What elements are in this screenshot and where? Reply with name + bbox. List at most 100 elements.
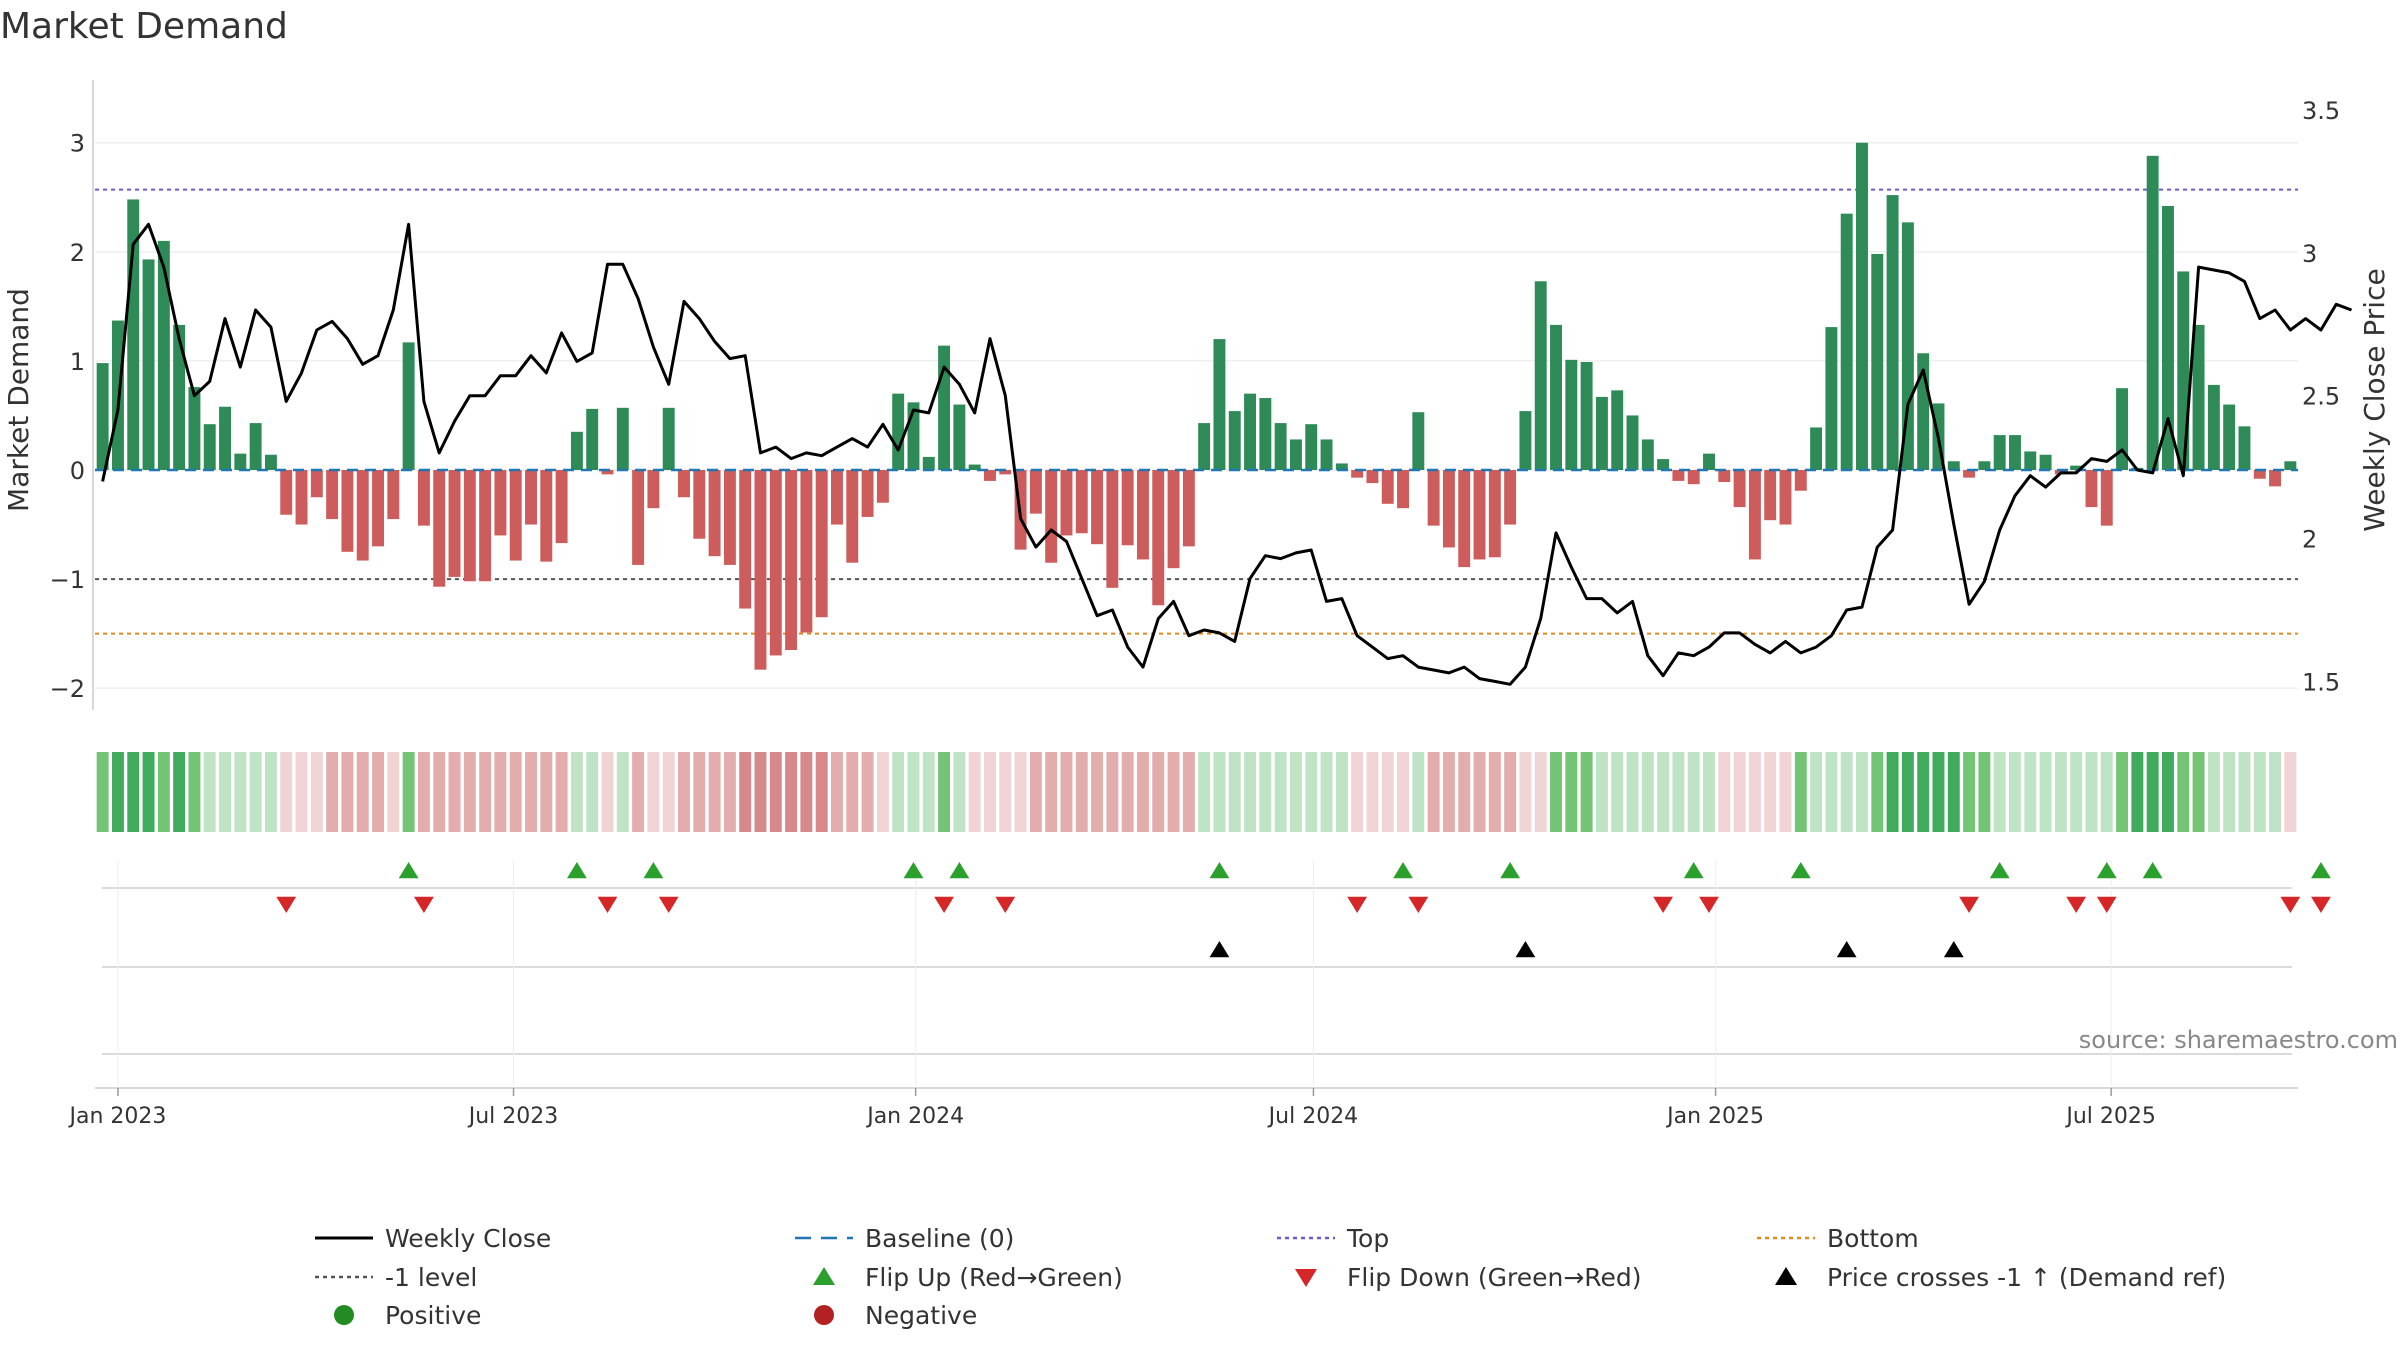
strip-cell bbox=[1060, 752, 1073, 832]
demand-bar-negative bbox=[417, 470, 430, 526]
x-tick-label: Jul 2025 bbox=[2064, 1104, 2156, 1129]
demand-bar-positive bbox=[2024, 451, 2037, 470]
strip-cell bbox=[861, 752, 874, 832]
demand-bar-positive bbox=[968, 464, 981, 470]
strip-cell bbox=[1121, 752, 1134, 832]
gridlines bbox=[95, 142, 2298, 689]
strip-cell bbox=[1305, 752, 1318, 832]
strip-cell bbox=[1687, 752, 1700, 832]
demand-bar-negative bbox=[1152, 470, 1165, 606]
strip-cell bbox=[494, 752, 507, 832]
flip-up-marker bbox=[1790, 862, 1811, 879]
right-tick-label: 2 bbox=[2302, 526, 2317, 554]
strip-cell bbox=[647, 752, 660, 832]
demand-bar-positive bbox=[2207, 384, 2220, 470]
strip-cell bbox=[1611, 752, 1624, 832]
legend-label: Baseline (0) bbox=[865, 1224, 1014, 1253]
strip-cell bbox=[1519, 752, 1532, 832]
source-label: source: sharemaestro.com bbox=[2079, 1026, 2398, 1054]
right-axis-label: Weekly Close Price bbox=[2358, 268, 2391, 531]
strip-cell bbox=[1901, 752, 1914, 832]
demand-bar-negative bbox=[1182, 470, 1195, 547]
strip-cell bbox=[1580, 752, 1593, 832]
legend-entry: Positive bbox=[334, 1301, 481, 1330]
strip-cell bbox=[1106, 752, 1119, 832]
demand-bar-negative bbox=[280, 470, 293, 515]
legend-swatch-circle bbox=[814, 1305, 834, 1325]
strip-cell bbox=[1748, 752, 1761, 832]
demand-bar-negative bbox=[800, 470, 813, 633]
demand-bar-negative bbox=[433, 470, 446, 587]
strip-cell bbox=[1412, 752, 1425, 832]
strip-cell bbox=[1947, 752, 1960, 832]
demand-bar-positive bbox=[2070, 465, 2083, 470]
demand-bar-positive bbox=[1871, 254, 1884, 470]
legend-swatch-triangle bbox=[1295, 1269, 1317, 1287]
strip-cell bbox=[417, 752, 430, 832]
demand-bar-negative bbox=[601, 470, 614, 475]
strip-cell bbox=[555, 752, 568, 832]
demand-bar-positive bbox=[1565, 359, 1578, 470]
strip-cell bbox=[1442, 752, 1455, 832]
demand-bar-positive bbox=[2146, 155, 2159, 470]
right-axis: 3.5 3 2.5 2 1.5 bbox=[2302, 97, 2340, 696]
demand-bar-positive bbox=[2177, 271, 2190, 470]
flip-down-marker bbox=[2096, 896, 2117, 913]
strip-cell bbox=[402, 752, 415, 832]
strip-cell bbox=[984, 752, 996, 832]
demand-heat-strip bbox=[96, 752, 2297, 832]
strip-cell bbox=[570, 752, 583, 832]
strip-cell bbox=[264, 752, 277, 832]
flip-up-marker bbox=[398, 862, 419, 879]
demand-bar-positive bbox=[1198, 423, 1211, 470]
strip-cell bbox=[586, 752, 599, 832]
left-tick-label: −2 bbox=[50, 675, 85, 703]
cross-up-marker bbox=[1836, 941, 1857, 958]
strip-cell bbox=[280, 752, 293, 832]
strip-cell bbox=[907, 752, 920, 832]
strip-cell bbox=[310, 752, 323, 832]
strip-cell bbox=[509, 752, 522, 832]
strip-cell bbox=[800, 752, 813, 832]
strip-cell bbox=[127, 752, 140, 832]
strip-cell bbox=[2146, 752, 2159, 832]
demand-bar-positive bbox=[1595, 396, 1608, 470]
demand-bar-negative bbox=[1764, 470, 1777, 521]
strip-cell bbox=[1963, 752, 1976, 832]
strip-cell bbox=[1825, 752, 1838, 832]
strip-cell bbox=[540, 752, 553, 832]
demand-bar-positive bbox=[1611, 390, 1624, 470]
demand-bar-positive bbox=[570, 431, 583, 470]
strip-cell bbox=[922, 752, 935, 832]
strip-cell bbox=[1244, 752, 1257, 832]
left-axis: 3 2 1 0 −1 −2 bbox=[50, 80, 94, 710]
demand-bar-positive bbox=[1228, 411, 1241, 470]
flip-up-marker bbox=[903, 862, 924, 879]
strip-cell bbox=[1703, 752, 1715, 832]
strip-cell bbox=[1259, 752, 1272, 832]
legend-entry: Flip Up (Red→Green) bbox=[813, 1263, 1123, 1292]
strip-cell bbox=[1886, 752, 1899, 832]
legend-entry: Flip Down (Green→Red) bbox=[1295, 1263, 1642, 1292]
demand-bars bbox=[95, 142, 2298, 670]
strip-cell bbox=[831, 752, 843, 832]
strip-cell bbox=[785, 752, 798, 832]
strip-cell bbox=[754, 752, 767, 832]
demand-bar-positive bbox=[173, 324, 186, 470]
flip-down-marker bbox=[1959, 896, 1979, 913]
legend-entry: Baseline (0) bbox=[795, 1224, 1014, 1253]
demand-bar-positive bbox=[938, 345, 951, 470]
demand-bar-positive bbox=[2039, 454, 2052, 470]
demand-bar-negative bbox=[1779, 470, 1792, 525]
reference-lines bbox=[95, 188, 2298, 635]
demand-bar-positive bbox=[219, 406, 231, 470]
strip-cell bbox=[1152, 752, 1165, 832]
demand-bar-positive bbox=[1519, 411, 1532, 470]
demand-bar-positive bbox=[2223, 404, 2236, 470]
strip-cell bbox=[1366, 752, 1379, 832]
demand-bar-negative bbox=[693, 470, 706, 539]
strip-cell bbox=[356, 752, 369, 832]
strip-cell bbox=[846, 752, 859, 832]
demand-bar-negative bbox=[509, 470, 522, 561]
